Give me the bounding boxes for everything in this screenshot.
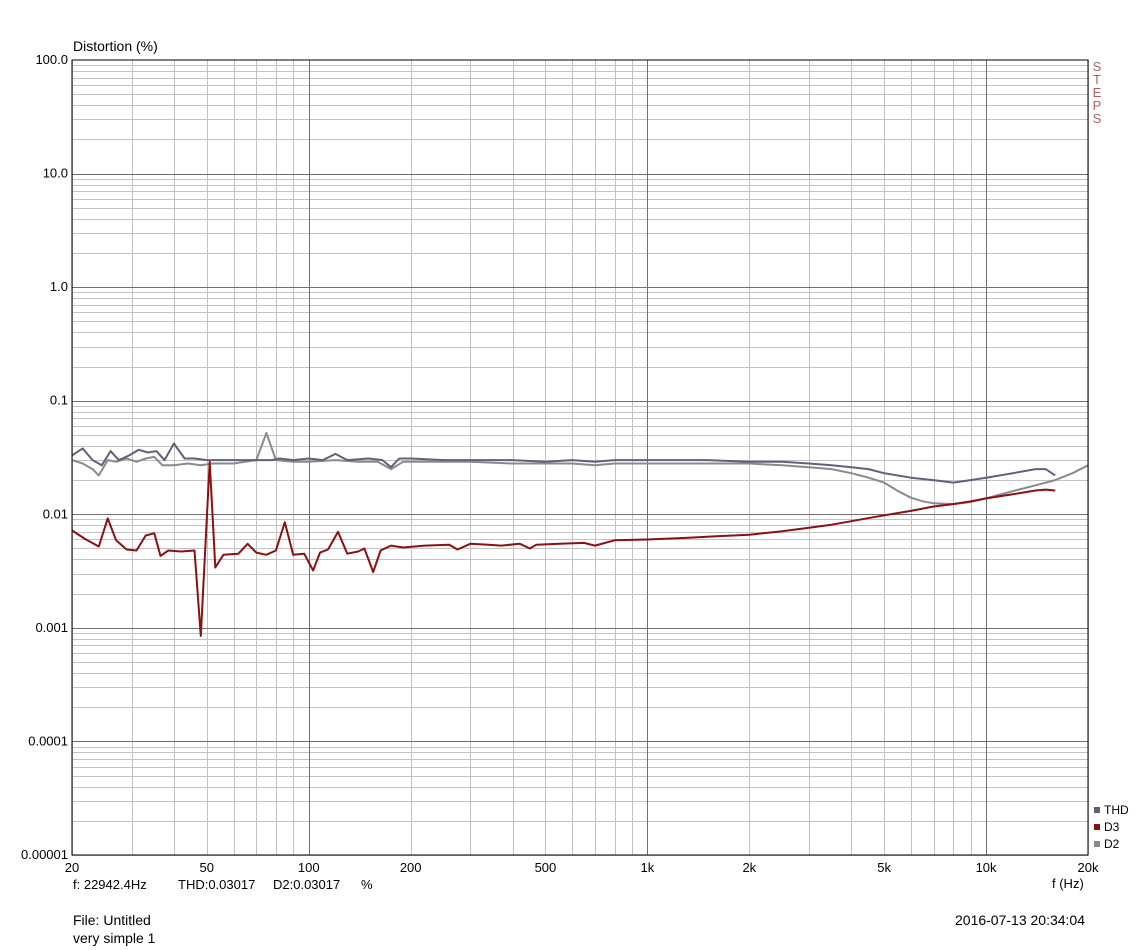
x-tick-label: 50 [200, 860, 214, 875]
y-tick-label: 0.001 [35, 620, 68, 635]
y-tick-label: 0.01 [43, 506, 68, 521]
brand-letter: T [1093, 72, 1101, 87]
legend-item-d3: D3 [1094, 820, 1119, 834]
legend-swatch [1094, 841, 1100, 847]
series-line-d2 [71, 432, 1089, 506]
legend-label: D3 [1104, 820, 1120, 834]
x-axis-title: f (Hz) [1052, 876, 1084, 891]
series-line-d3 [71, 460, 1056, 637]
brand-letter: S [1092, 111, 1102, 126]
major-grid [72, 60, 1088, 855]
y-tick-label: 0.00001 [21, 847, 68, 862]
y-axis-title: Distortion (%) [73, 38, 158, 54]
x-tick-label: 5k [877, 860, 891, 875]
legend-label: D2 [1104, 837, 1120, 851]
y-tick-label: 10.0 [43, 166, 68, 181]
x-tick-label: 100 [298, 860, 320, 875]
legend-swatch [1094, 807, 1100, 813]
y-tick-label: 0.0001 [28, 733, 68, 748]
file-name: File: Untitled [73, 912, 151, 928]
legend-item-d2: D2 [1094, 837, 1119, 851]
brand-letter: S [1092, 59, 1102, 74]
brand-letter: P [1092, 98, 1102, 113]
legend-label: THD [1104, 803, 1129, 817]
y-tick-label: 0.1 [50, 393, 68, 408]
series-line-thd [71, 442, 1056, 484]
cursor-readout-d2: D2:0.03017 [273, 877, 341, 892]
x-tick-label: 200 [400, 860, 422, 875]
series-layer [71, 432, 1089, 637]
y-tick-labels: 100.0 10.0 1.0 0.1 0.01 0.001 0.0001 0.00001 [21, 52, 68, 862]
x-tick-label: 2k [742, 860, 756, 875]
minor-grid [72, 60, 1089, 856]
cursor-readout-thd: THD:0.03017 [178, 877, 256, 892]
cursor-readout-unit: % [361, 877, 373, 892]
legend-item-thd: THD [1094, 803, 1129, 817]
x-tick-labels: 20 50 100 200 500 1k 2k 5k 10k 20k [65, 860, 1099, 875]
legend-swatch [1094, 824, 1100, 830]
x-tick-label: 20 [65, 860, 79, 875]
x-tick-label: 10k [976, 860, 997, 875]
timestamp: 2016-07-13 20:34:04 [955, 912, 1085, 928]
y-tick-label: 100.0 [35, 52, 68, 67]
plot-frame [71, 59, 1089, 856]
x-tick-label: 1k [641, 860, 655, 875]
x-tick-label: 500 [535, 860, 557, 875]
x-tick-label: 20k [1078, 860, 1099, 875]
cursor-readout-frequency: f: 22942.4Hz [73, 877, 147, 892]
measurement-description: very simple 1 [73, 930, 156, 946]
brand-letter: E [1092, 85, 1102, 100]
y-tick-label: 1.0 [50, 279, 68, 294]
